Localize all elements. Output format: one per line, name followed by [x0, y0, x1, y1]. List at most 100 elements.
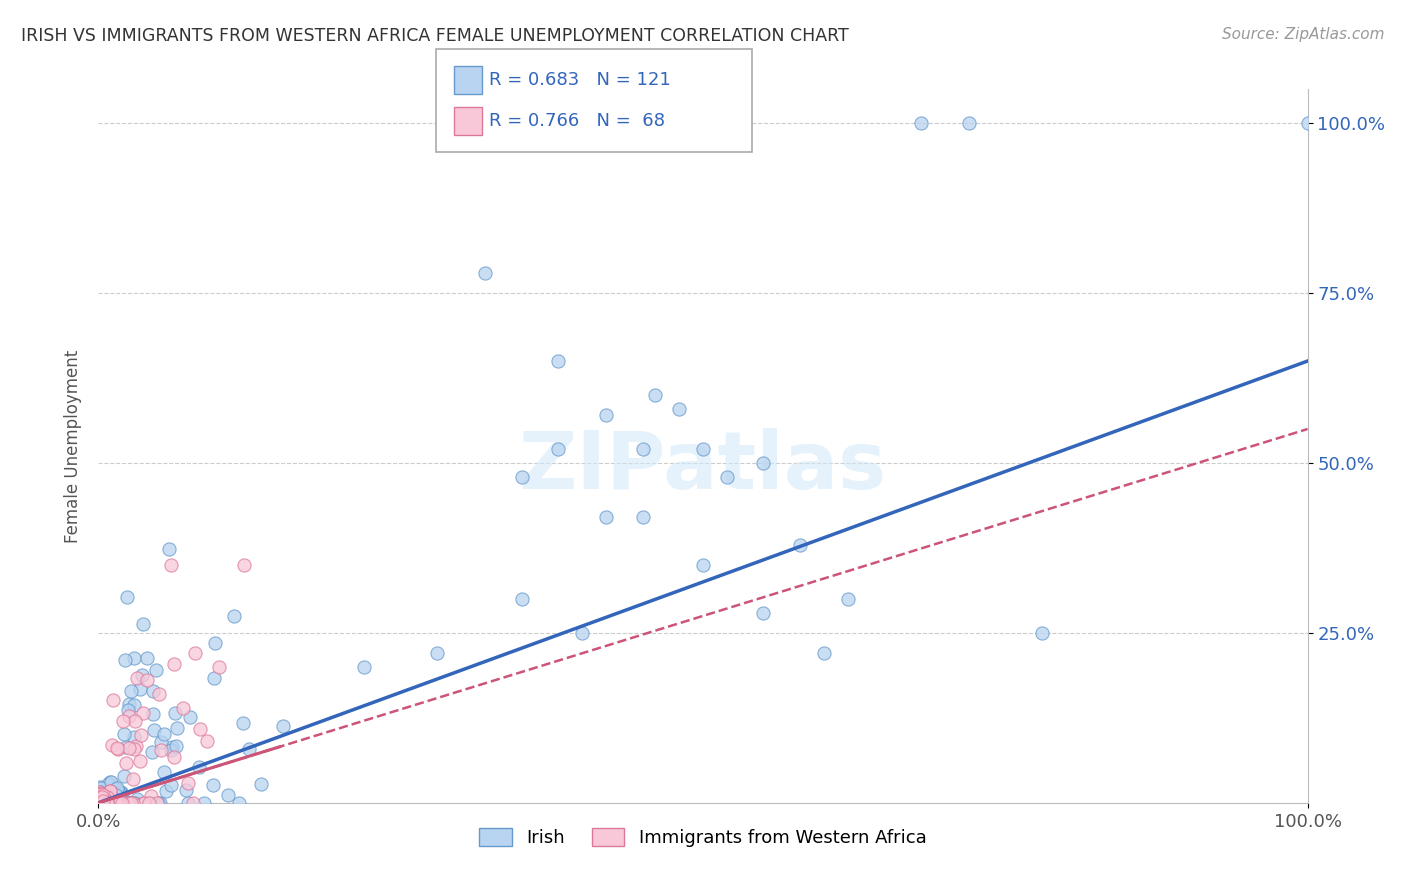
- Point: [165, 706, 187, 720]
- Point: [105, 796, 128, 810]
- Point: [837, 591, 859, 606]
- Point: [124, 698, 146, 713]
- Point: [105, 793, 128, 807]
- Point: [94, 796, 117, 810]
- Point: [101, 693, 124, 707]
- Point: [132, 617, 155, 632]
- Point: [110, 785, 132, 799]
- Point: [117, 796, 139, 810]
- Point: [157, 541, 180, 556]
- Text: Source: ZipAtlas.com: Source: ZipAtlas.com: [1222, 27, 1385, 42]
- Point: [121, 796, 143, 810]
- Point: [131, 668, 153, 682]
- Point: [138, 796, 160, 810]
- Text: R = 0.766   N =  68: R = 0.766 N = 68: [489, 112, 665, 130]
- Point: [752, 456, 775, 470]
- Point: [118, 697, 141, 711]
- Point: [139, 789, 162, 803]
- Point: [957, 116, 980, 130]
- Point: [105, 783, 128, 797]
- Point: [112, 796, 135, 810]
- Point: [124, 714, 146, 729]
- Point: [115, 739, 138, 754]
- Point: [146, 796, 169, 810]
- Point: [98, 792, 121, 806]
- Point: [108, 796, 131, 810]
- Text: R = 0.683   N = 121: R = 0.683 N = 121: [489, 70, 671, 88]
- Point: [249, 777, 271, 791]
- Point: [110, 789, 132, 804]
- Point: [87, 796, 110, 810]
- Point: [90, 787, 112, 801]
- Point: [125, 739, 148, 753]
- Point: [121, 796, 143, 810]
- Point: [120, 684, 142, 698]
- Point: [117, 796, 139, 810]
- Point: [176, 783, 198, 797]
- Point: [98, 786, 121, 800]
- Point: [160, 739, 183, 754]
- Point: [90, 788, 112, 802]
- Point: [104, 787, 127, 801]
- Point: [118, 796, 141, 810]
- Legend: Irish, Immigrants from Western Africa: Irish, Immigrants from Western Africa: [472, 821, 934, 855]
- Point: [118, 709, 141, 723]
- Point: [112, 727, 135, 741]
- Point: [571, 626, 593, 640]
- Point: [91, 785, 114, 799]
- Point: [93, 794, 115, 808]
- Point: [165, 739, 187, 753]
- Point: [96, 787, 118, 801]
- Point: [142, 707, 165, 722]
- Point: [232, 558, 254, 572]
- Text: IRISH VS IMMIGRANTS FROM WESTERN AFRICA FEMALE UNEMPLOYMENT CORRELATION CHART: IRISH VS IMMIGRANTS FROM WESTERN AFRICA …: [21, 27, 849, 45]
- Point: [232, 716, 254, 731]
- Point: [97, 777, 120, 791]
- Point: [813, 646, 835, 660]
- Point: [98, 774, 121, 789]
- Point: [177, 776, 200, 790]
- Point: [195, 734, 218, 748]
- Point: [114, 653, 136, 667]
- Point: [94, 789, 117, 803]
- Point: [238, 741, 260, 756]
- Point: [136, 651, 159, 665]
- Point: [204, 671, 226, 685]
- Point: [148, 687, 170, 701]
- Point: [90, 781, 112, 796]
- Point: [160, 558, 183, 572]
- Point: [204, 636, 226, 650]
- Point: [107, 742, 129, 756]
- Point: [271, 718, 294, 732]
- Point: [94, 790, 117, 805]
- Point: [132, 796, 155, 810]
- Point: [148, 796, 170, 810]
- Point: [143, 723, 166, 738]
- Point: [89, 787, 111, 801]
- Point: [141, 745, 163, 759]
- Point: [122, 796, 145, 810]
- Point: [129, 754, 152, 768]
- Point: [100, 796, 122, 810]
- Point: [122, 651, 145, 665]
- Point: [474, 266, 496, 280]
- Point: [1031, 626, 1053, 640]
- Point: [90, 789, 112, 804]
- Point: [139, 796, 162, 810]
- Point: [124, 742, 146, 756]
- Point: [117, 703, 139, 717]
- Point: [150, 743, 173, 757]
- Point: [110, 788, 132, 802]
- Point: [152, 764, 174, 779]
- Point: [89, 788, 111, 802]
- Point: [159, 743, 181, 757]
- Point: [127, 671, 149, 685]
- Point: [135, 673, 157, 688]
- Point: [105, 781, 128, 796]
- Point: [115, 590, 138, 604]
- Point: [193, 796, 215, 810]
- Point: [115, 756, 138, 771]
- Point: [96, 790, 118, 805]
- Point: [89, 791, 111, 805]
- Point: [100, 775, 122, 789]
